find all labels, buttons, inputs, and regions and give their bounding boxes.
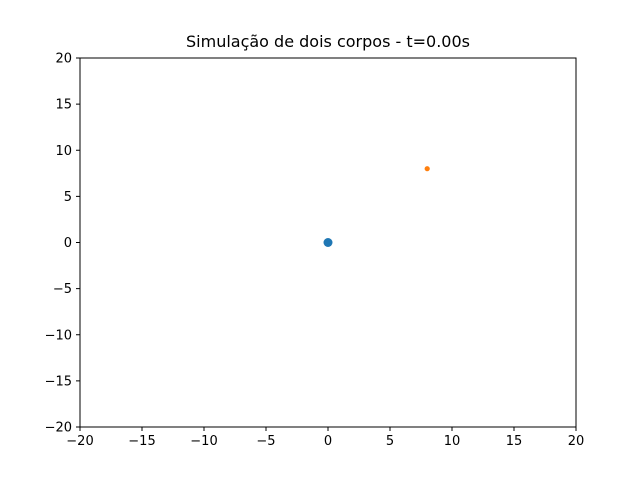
y-axis: −20 −15 −10 −5 0 5 10 15 20	[45, 52, 80, 436]
y-tick-label: 15	[55, 98, 72, 113]
data-points	[323, 166, 430, 247]
y-tick-label: −15	[45, 374, 72, 389]
y-tick-label: −20	[45, 421, 72, 436]
chart-title: Simulação de dois corpos - t=0.00s	[186, 32, 470, 51]
body-1-marker	[323, 238, 333, 247]
x-tick-label: 0	[324, 434, 332, 449]
y-tick-label: −5	[53, 282, 72, 297]
x-tick-label: −5	[256, 434, 275, 449]
body-2-marker	[424, 166, 430, 172]
x-axis: −20 −15 −10 −5 0 5 10 15 20	[66, 427, 584, 449]
x-tick-label: −15	[128, 434, 155, 449]
y-tick-label: 10	[55, 144, 72, 159]
x-tick-label: 20	[568, 434, 585, 449]
y-tick-label: 0	[64, 236, 72, 251]
y-tick-label: −10	[45, 328, 72, 343]
x-tick-label: −20	[66, 434, 93, 449]
x-tick-label: 15	[506, 434, 523, 449]
x-tick-label: 5	[386, 434, 394, 449]
x-tick-label: 10	[444, 434, 461, 449]
y-tick-label: 5	[64, 190, 72, 205]
x-tick-label: −10	[190, 434, 217, 449]
y-tick-label: 20	[55, 52, 72, 67]
